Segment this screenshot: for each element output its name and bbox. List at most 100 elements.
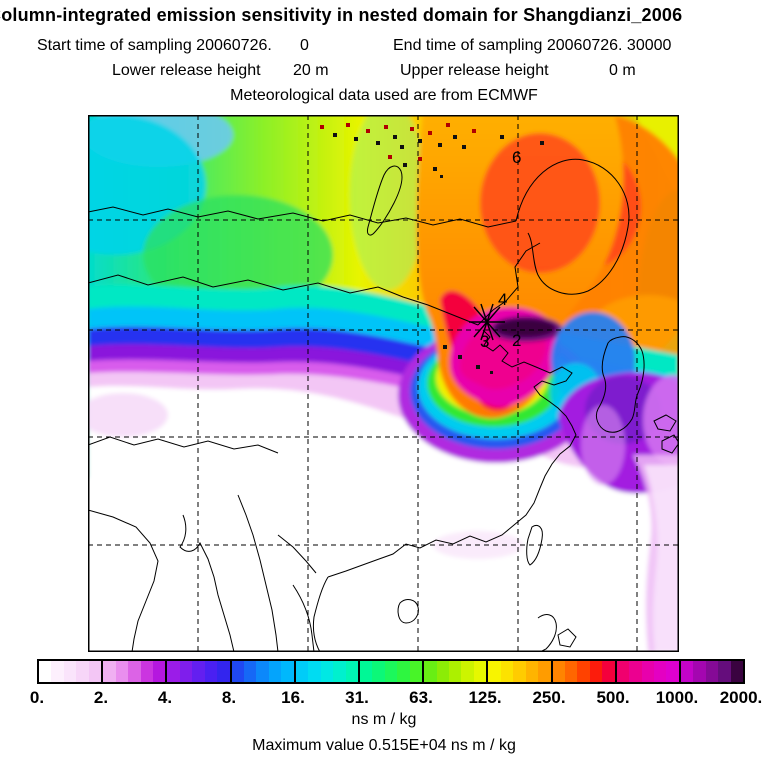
colorbar-cell (333, 661, 346, 682)
sampling-time-line: Start time of sampling 20060726. 0 End t… (0, 37, 768, 57)
colorbar-cell (256, 661, 269, 682)
colorbar-cell (500, 661, 514, 682)
max-value-line: Maximum value 0.515E+04 ns m / kg (252, 737, 516, 754)
upper-release-label: Upper release height (400, 62, 549, 79)
colorbar-cell (128, 661, 141, 682)
colorbar-tick-2: 2. (93, 688, 109, 707)
colorbar-cell (320, 661, 334, 682)
colorbar-cell (449, 661, 462, 682)
lower-release-value: 20 m (293, 62, 329, 79)
colorbar-segment-1 (101, 661, 166, 682)
sensitivity-map: 6 4 3 2 (88, 115, 679, 652)
colorbar-tick-1000: 1000. (655, 688, 699, 707)
colorbar-cell (616, 661, 630, 682)
colorbar-cell (654, 661, 667, 682)
colorbar-cell (179, 661, 193, 682)
colorbar-cell (424, 661, 437, 682)
trajectory-label-6: 6 (512, 148, 521, 167)
colorbar-tick-250: 250. (532, 688, 566, 707)
trajectory-label-3: 3 (480, 332, 489, 351)
colorbar-cell (231, 661, 244, 682)
colorbar-cell (103, 661, 116, 682)
colorbar-tick-31: 31. (345, 688, 369, 707)
meteorology-line: Meteorological data used are from ECMWF (230, 87, 538, 104)
colorbar-tick-8: 8. (221, 688, 237, 707)
point-markers (320, 123, 544, 374)
colorbar-segment-0 (39, 661, 102, 682)
colorbar-cell (152, 661, 166, 682)
colorbar-cell (345, 661, 358, 682)
start-time-label: Start time of sampling 20060726. (37, 37, 272, 54)
trajectory-labels: 6 4 3 2 (480, 148, 521, 351)
colorbar-tick-16: 16. (281, 688, 305, 707)
colorbar-tick-125: 125. (468, 688, 502, 707)
colorbar-cell (538, 661, 551, 682)
colorbar-cell (88, 661, 102, 682)
colorbar-cell (204, 661, 218, 682)
colorbar-cell (436, 661, 449, 682)
colorbar (37, 659, 745, 684)
colorbar-cell (513, 661, 526, 682)
colorbar-segment-2 (165, 661, 230, 682)
colorbar-segment-4 (293, 661, 358, 682)
colorbar-cell (693, 661, 706, 682)
colorbar-cell (192, 661, 205, 682)
colorbar-cell (409, 661, 423, 682)
colorbar-segment-10 (678, 661, 744, 682)
map-frame (88, 115, 679, 652)
lower-release-label: Lower release height (112, 62, 261, 79)
colorbar-cell (39, 661, 52, 682)
colorbar-cell (641, 661, 654, 682)
colorbar-cell (488, 661, 501, 682)
colorbar-cell (397, 661, 410, 682)
colorbar-cell (666, 661, 679, 682)
colorbar-cell (167, 661, 180, 682)
colorbar-cell (629, 661, 642, 682)
colorbar-cell (295, 661, 309, 682)
colorbar-segment-3 (229, 661, 294, 682)
colorbar-cell (718, 661, 731, 682)
colorbar-segment-7 (486, 661, 551, 682)
colorbar-cell (589, 661, 603, 682)
colorbar-cell (217, 661, 230, 682)
colorbar-cell (115, 661, 129, 682)
colorbar-tick-63: 63. (409, 688, 433, 707)
colorbar-cell (308, 661, 321, 682)
colorbar-cell (63, 661, 77, 682)
figure-title: Column-integrated emission sensitivity i… (0, 5, 683, 25)
colorbar-cell (359, 661, 373, 682)
colorbar-segment-9 (614, 661, 679, 682)
trajectory-label-4: 4 (498, 290, 507, 309)
colorbar-cell (244, 661, 257, 682)
colorbar-tick-500: 500. (596, 688, 630, 707)
trajectory-label-2: 2 (512, 331, 521, 350)
colorbar-cell (268, 661, 282, 682)
station-marker (469, 303, 505, 341)
colorbar-segment-5 (357, 661, 423, 682)
colorbar-tick-0: 0. (29, 688, 45, 707)
colorbar-cell (372, 661, 385, 682)
colorbar-cell (461, 661, 474, 682)
colorbar-cell (730, 661, 744, 682)
colorbar-cell (564, 661, 578, 682)
colorbar-cell (525, 661, 539, 682)
release-height-line: Lower release height 20 m Upper release … (0, 62, 768, 82)
colorbar-units: ns m / kg (351, 711, 417, 728)
map-panel: 6 4 3 2 (88, 115, 679, 652)
colorbar-cell (473, 661, 487, 682)
colorbar-tick-2000: 2000. (719, 688, 763, 707)
colorbar-segment-6 (422, 661, 487, 682)
colorbar-cell (140, 661, 153, 682)
colorbar-cell (281, 661, 294, 682)
colorbar-cell (705, 661, 719, 682)
colorbar-cell (577, 661, 590, 682)
colorbar-cell (51, 661, 64, 682)
colorbar-cell (602, 661, 615, 682)
start-time-value: 0 (300, 37, 309, 54)
colorbar-segment-8 (550, 661, 615, 682)
colorbar-cell (76, 661, 89, 682)
colorbar-cell (680, 661, 694, 682)
contour-field (88, 115, 679, 652)
upper-release-value: 0 m (609, 62, 636, 79)
